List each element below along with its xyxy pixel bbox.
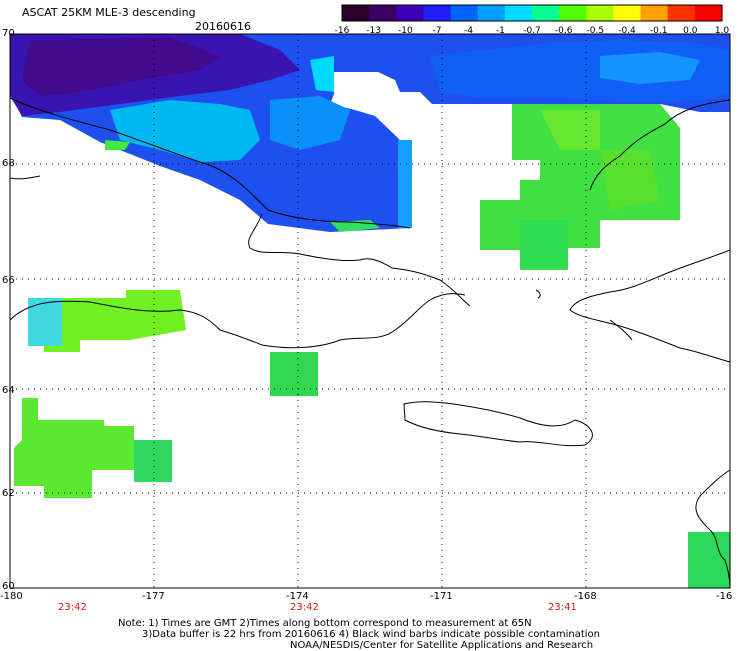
alaska-west-coast xyxy=(695,469,731,589)
coast-detail-c xyxy=(9,175,41,180)
colorbar-label: -0.1 xyxy=(650,26,668,36)
colorbar-swatch xyxy=(559,5,587,21)
lat-label: 68 xyxy=(2,158,15,169)
lat-label: 60 xyxy=(2,581,15,592)
colorbar-label: -0.4 xyxy=(618,26,636,36)
colorbar-swatch xyxy=(504,5,533,21)
time-label: 23:42 xyxy=(290,602,319,613)
graticule xyxy=(10,34,730,588)
swath-cyan-small xyxy=(310,56,334,92)
latitude-labels: 70 68 66 64 62 60 xyxy=(2,28,15,592)
green-patch-southeast xyxy=(688,532,730,588)
lat-label: 62 xyxy=(2,488,15,499)
page-title: ASCAT 25KM MLE-3 descending xyxy=(22,6,196,19)
colorbar-swatch xyxy=(369,5,397,21)
note-line-2: 3)Data buffer is 22 hrs from 20160616 4)… xyxy=(142,629,600,640)
longitude-labels: -180 -177 -174 -171 -168 -16 xyxy=(0,591,732,602)
colorbar-swatch xyxy=(640,5,669,21)
green-patch-west xyxy=(28,290,186,352)
lat-label: 70 xyxy=(2,28,15,39)
colorbar-label: -1 xyxy=(496,26,505,36)
colorbar-swatch xyxy=(342,5,370,21)
colorbar-swatch xyxy=(396,5,424,21)
alaska-north-coast xyxy=(589,99,731,191)
swath-green-speck xyxy=(105,140,130,150)
swath-east-light xyxy=(600,52,700,84)
chukotka-east-coast xyxy=(248,213,471,307)
colorbar-swatches xyxy=(342,5,723,21)
colorbar-swatch xyxy=(694,5,723,21)
colorbar-label: 0.0 xyxy=(683,26,698,36)
colorbar-label: -4 xyxy=(464,26,473,36)
green-patch-southwest xyxy=(14,398,172,498)
lon-label: -174 xyxy=(286,591,309,602)
lon-label: -16 xyxy=(716,591,732,602)
colorbar: -16 -13 -10 -7 -4 -1 -0.7 -0.6 -0.5 -0.4 -0.1 0.0 1.… xyxy=(335,4,730,36)
product-date: 20160616 xyxy=(195,20,251,33)
colorbar-frame xyxy=(341,4,723,22)
lon-label: -177 xyxy=(142,591,165,602)
swath-north xyxy=(10,34,730,232)
time-label: 23:42 xyxy=(58,602,87,613)
colorbar-swatch xyxy=(532,5,560,21)
lat-label: 64 xyxy=(2,385,15,396)
lon-label: -180 xyxy=(0,591,23,602)
chukotka-coast xyxy=(9,97,411,229)
coastlines xyxy=(9,97,731,589)
map-frame xyxy=(9,33,731,589)
green-patch-east-3 xyxy=(520,220,568,268)
map-area xyxy=(9,33,731,589)
st-lawrence-island xyxy=(403,401,593,447)
colorbar-label: -0.7 xyxy=(523,26,541,36)
coast-detail-a xyxy=(609,319,633,341)
lon-label: -168 xyxy=(574,591,597,602)
colorbar-swatch xyxy=(450,5,479,21)
colorbar-swatch xyxy=(667,5,696,21)
time-label: 23:41 xyxy=(548,602,577,613)
colorbar-swatch xyxy=(423,5,452,21)
colorbar-label: -13 xyxy=(366,26,381,36)
lat-label: 66 xyxy=(2,275,15,286)
note-line-3: NOAA/NESDIS/Center for Satellite Applica… xyxy=(290,640,594,651)
colorbar-label: -7 xyxy=(433,26,442,36)
swath-green-patches xyxy=(14,104,730,588)
colorbar-swatch xyxy=(477,5,506,21)
swath-cyan-patch xyxy=(110,100,260,162)
green-patch-east-2 xyxy=(600,150,660,210)
colorbar-labels: -16 -13 -10 -7 -4 -1 -0.7 -0.6 -0.5 -0.4 -0.1 0.0 1.… xyxy=(335,26,730,36)
swath-edge-blue xyxy=(398,140,412,228)
cyan-patch-west xyxy=(28,298,62,346)
colorbar-label: -0.5 xyxy=(587,26,605,36)
colorbar-label: 1.0 xyxy=(715,26,730,36)
seward-peninsula xyxy=(569,249,731,363)
green-patch-mid xyxy=(270,352,318,396)
swath-darkest-violet xyxy=(22,38,220,96)
colorbar-label: -10 xyxy=(398,26,413,36)
colorbar-label: -0.6 xyxy=(555,26,573,36)
coast-detail-b xyxy=(535,289,541,299)
green-patch-east-light xyxy=(540,110,600,150)
green-patch-southwest-2 xyxy=(134,440,172,482)
time-labels: 23:42 23:42 23:41 xyxy=(58,602,577,613)
note-line-1: Note: 1) Times are GMT 2)Times along bot… xyxy=(118,618,532,629)
swath-light-blue-patch xyxy=(270,96,350,150)
chukotka-south-coast xyxy=(9,293,466,349)
colorbar-swatch xyxy=(613,5,642,21)
colorbar-label: -16 xyxy=(335,26,350,36)
lon-label: -171 xyxy=(430,591,453,602)
colorbar-swatch xyxy=(586,5,614,21)
